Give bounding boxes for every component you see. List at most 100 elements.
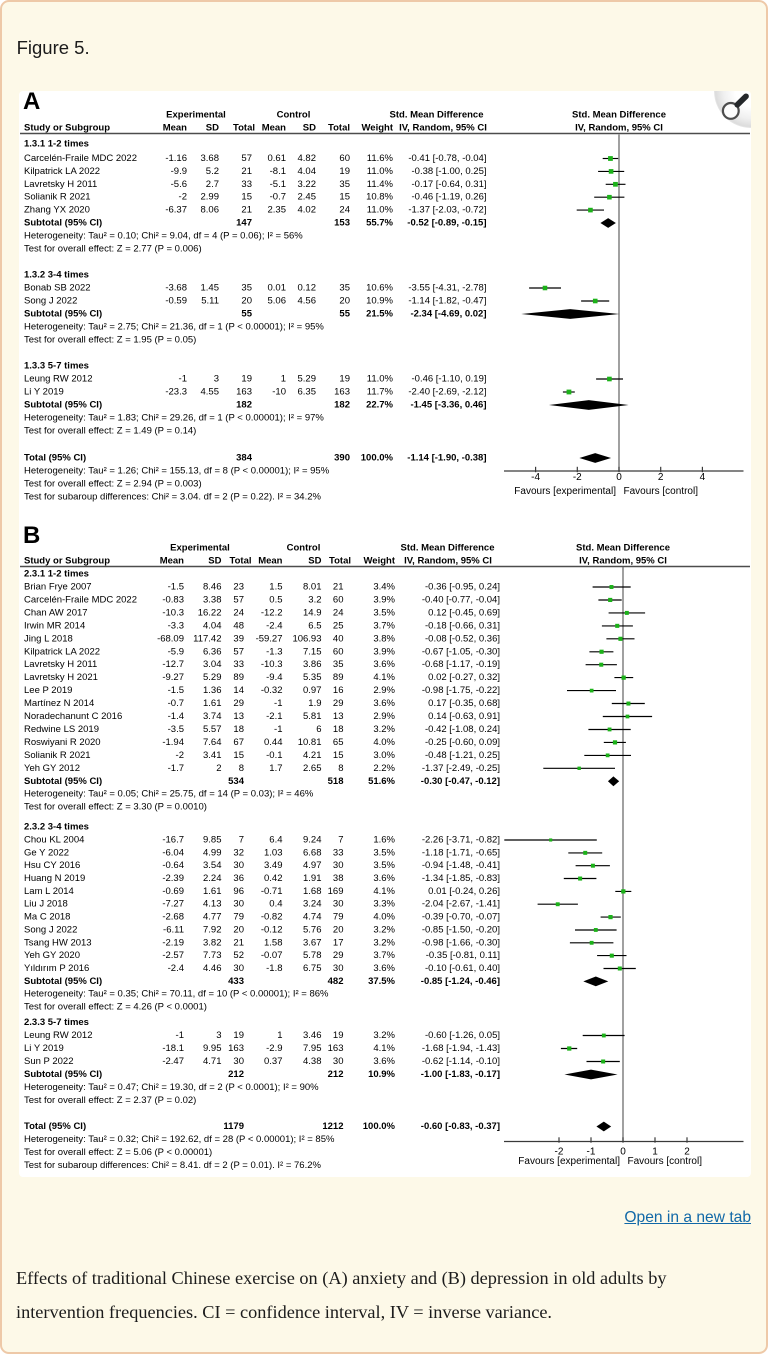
- svg-text:Total: Total: [329, 556, 351, 567]
- svg-text:7.92: 7.92: [203, 925, 222, 936]
- svg-text:163: 163: [334, 387, 350, 398]
- svg-text:1.3.2 3-4 times: 1.3.2 3-4 times: [24, 270, 89, 281]
- svg-text:2.24: 2.24: [203, 873, 222, 884]
- svg-text:21: 21: [233, 937, 244, 948]
- svg-text:390: 390: [334, 453, 350, 464]
- svg-text:33: 33: [233, 659, 244, 670]
- svg-text:-1.37 [-2.03, -0.72]: -1.37 [-2.03, -0.72]: [408, 205, 486, 216]
- svg-text:29: 29: [233, 698, 244, 709]
- svg-text:20: 20: [241, 296, 252, 307]
- svg-text:-1: -1: [176, 1030, 184, 1041]
- svg-text:-2.1: -2.1: [266, 711, 282, 722]
- svg-text:-5.1: -5.1: [270, 179, 286, 190]
- svg-text:Noradechanunt C 2016: Noradechanunt C 2016: [24, 711, 122, 722]
- svg-text:Mean: Mean: [262, 123, 286, 134]
- svg-text:-0.46 [-1.19, 0.26]: -0.46 [-1.19, 0.26]: [412, 192, 487, 203]
- svg-text:-2.39: -2.39: [162, 873, 184, 884]
- svg-text:1.6%: 1.6%: [373, 835, 395, 846]
- svg-text:35: 35: [241, 283, 252, 294]
- svg-text:3.5%: 3.5%: [373, 860, 395, 871]
- svg-text:-0.94 [-1.48, -0.41]: -0.94 [-1.48, -0.41]: [422, 860, 500, 871]
- svg-text:-0.07: -0.07: [261, 950, 283, 961]
- svg-text:Test for overall effect: Z = 3: Test for overall effect: Z = 3.30 (P = 0…: [24, 802, 207, 813]
- svg-text:-2.19: -2.19: [162, 937, 184, 948]
- svg-text:15: 15: [241, 192, 252, 203]
- svg-text:-0.60 [-0.83, -0.37]: -0.60 [-0.83, -0.37]: [421, 1121, 500, 1132]
- svg-text:79: 79: [333, 912, 344, 923]
- svg-text:0.17 [-0.35, 0.68]: 0.17 [-0.35, 0.68]: [428, 698, 500, 709]
- svg-text:-3.5: -3.5: [168, 724, 184, 735]
- svg-text:10.6%: 10.6%: [366, 283, 393, 294]
- svg-text:1: 1: [652, 1146, 658, 1157]
- svg-text:Leung RW 2012: Leung RW 2012: [24, 1030, 93, 1041]
- svg-text:-0.69: -0.69: [162, 886, 184, 897]
- svg-text:-2.9: -2.9: [266, 1043, 282, 1054]
- svg-text:Favours [experimental]: Favours [experimental]: [514, 486, 616, 497]
- svg-text:23: 23: [233, 582, 244, 593]
- svg-text:30: 30: [333, 963, 344, 974]
- svg-text:-0.08 [-0.52, 0.36]: -0.08 [-0.52, 0.36]: [425, 633, 500, 644]
- svg-text:3.74: 3.74: [203, 711, 222, 722]
- svg-text:-1: -1: [274, 724, 282, 735]
- svg-text:19: 19: [241, 374, 252, 385]
- svg-text:117.42: 117.42: [193, 633, 221, 644]
- svg-text:52: 52: [233, 950, 244, 961]
- svg-text:3.5%: 3.5%: [373, 607, 395, 618]
- svg-text:30: 30: [233, 899, 244, 910]
- svg-text:3.04: 3.04: [203, 659, 222, 670]
- svg-text:24: 24: [339, 205, 350, 216]
- svg-text:4.56: 4.56: [298, 296, 317, 307]
- svg-text:Weight: Weight: [364, 556, 396, 567]
- svg-text:Favours [control]: Favours [control]: [628, 1156, 703, 1167]
- svg-text:4.21: 4.21: [303, 750, 322, 761]
- svg-text:Favours [control]: Favours [control]: [624, 486, 699, 497]
- svg-text:-2: -2: [179, 192, 187, 203]
- svg-text:7: 7: [338, 835, 343, 846]
- svg-text:-2.68: -2.68: [162, 912, 184, 923]
- svg-text:6.35: 6.35: [298, 387, 317, 398]
- svg-text:-0.83: -0.83: [162, 595, 184, 606]
- svg-text:Test for overall effect: Z = 1: Test for overall effect: Z = 1.49 (P = 0…: [24, 426, 196, 437]
- svg-text:Total: Total: [233, 123, 255, 134]
- svg-text:4.13: 4.13: [203, 899, 222, 910]
- svg-text:4.71: 4.71: [203, 1056, 222, 1067]
- svg-text:3.2%: 3.2%: [373, 724, 395, 735]
- svg-text:60: 60: [339, 153, 350, 164]
- svg-text:5.06: 5.06: [268, 296, 287, 307]
- svg-text:3.0%: 3.0%: [373, 750, 395, 761]
- svg-text:4.1%: 4.1%: [373, 886, 395, 897]
- svg-text:-9.9: -9.9: [171, 166, 187, 177]
- svg-text:0.61: 0.61: [268, 153, 287, 164]
- svg-text:1.58: 1.58: [264, 937, 283, 948]
- svg-text:16: 16: [333, 685, 344, 696]
- svg-text:Lam L 2014: Lam L 2014: [24, 886, 74, 897]
- svg-text:55: 55: [241, 309, 252, 320]
- svg-text:11.7%: 11.7%: [367, 387, 394, 398]
- svg-text:-0.10 [-0.61, 0.40]: -0.10 [-0.61, 0.40]: [425, 963, 500, 974]
- svg-text:4.46: 4.46: [203, 963, 222, 974]
- svg-text:B: B: [23, 522, 40, 549]
- svg-text:-18.1: -18.1: [162, 1043, 184, 1054]
- svg-text:Mean: Mean: [258, 556, 282, 567]
- svg-text:13: 13: [233, 711, 244, 722]
- svg-text:0.44: 0.44: [264, 737, 283, 748]
- svg-text:-0.41 [-0.78, -0.04]: -0.41 [-0.78, -0.04]: [408, 153, 486, 164]
- svg-text:Test for subaroup differences:: Test for subaroup differences: Chi² = 8.…: [24, 1160, 322, 1171]
- svg-text:182: 182: [334, 400, 350, 411]
- svg-text:Std. Mean Difference: Std. Mean Difference: [401, 543, 495, 554]
- svg-text:-0.7: -0.7: [270, 192, 286, 203]
- svg-text:147: 147: [236, 218, 252, 229]
- svg-text:Heterogeneity: Tau² = 0.05; Ch: Heterogeneity: Tau² = 0.05; Chi² = 25.75…: [24, 789, 314, 800]
- svg-text:-0.36 [-0.95, 0.24]: -0.36 [-0.95, 0.24]: [425, 582, 500, 593]
- svg-text:-0.82: -0.82: [261, 912, 283, 923]
- svg-text:57: 57: [241, 153, 252, 164]
- svg-text:-2: -2: [176, 750, 184, 761]
- svg-text:-12.2: -12.2: [261, 607, 283, 618]
- svg-text:-1.68 [-1.94, -1.43]: -1.68 [-1.94, -1.43]: [422, 1043, 500, 1054]
- svg-text:0.12: 0.12: [298, 283, 317, 294]
- svg-text:30: 30: [233, 860, 244, 871]
- svg-text:2.45: 2.45: [298, 192, 317, 203]
- svg-text:1.68: 1.68: [303, 886, 322, 897]
- svg-text:29: 29: [333, 950, 344, 961]
- svg-text:10.9%: 10.9%: [368, 1069, 395, 1080]
